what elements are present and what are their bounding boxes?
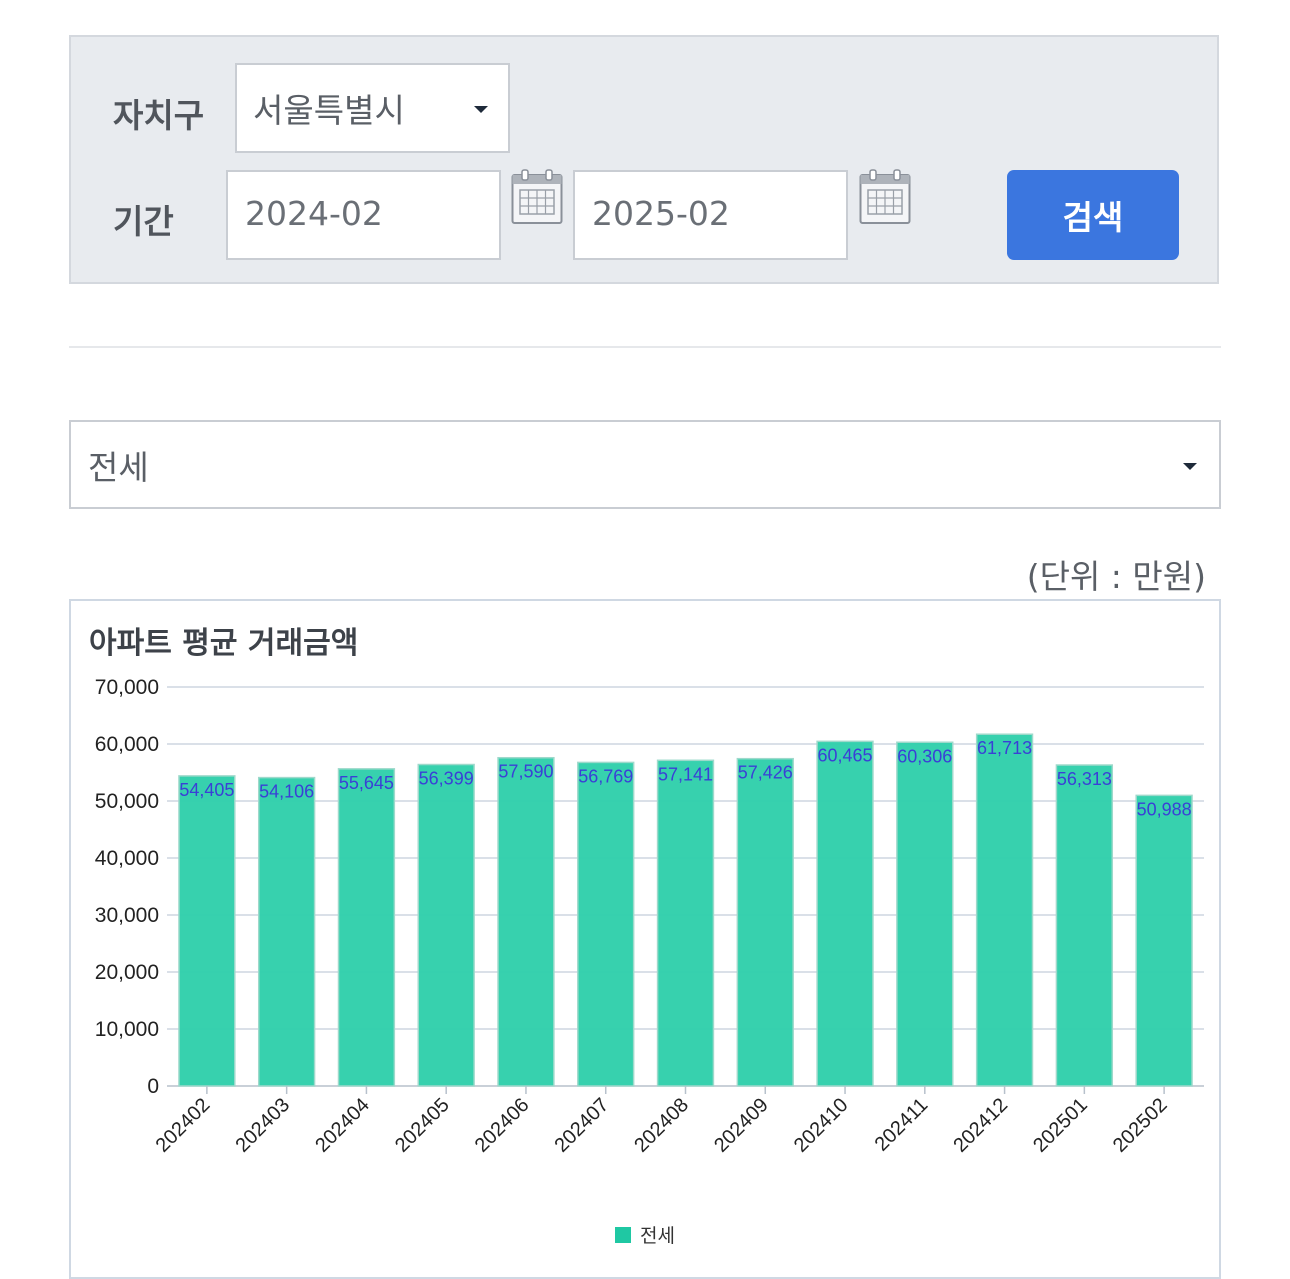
legend-label: 전세 [640, 1225, 675, 1247]
bar-chart: 0 10,000 20,000 30,000 40,000 50,000 60,000 70,… [95, 676, 1204, 1157]
section-divider [69, 346, 1221, 348]
start-date-input[interactable]: 2024-02 [226, 170, 501, 260]
data-label: 57,590 [498, 762, 553, 782]
x-tick-label: 202412 [949, 1094, 1012, 1157]
bar [896, 741, 954, 1087]
data-label: 54,106 [259, 782, 314, 802]
bar [736, 757, 794, 1087]
data-label: 56,399 [419, 769, 474, 789]
bar [656, 759, 715, 1087]
bar [975, 733, 1034, 1087]
end-date-input[interactable]: 2025-02 [573, 170, 848, 260]
y-tick-label: 30,000 [95, 904, 159, 927]
x-tick-label: 202406 [471, 1094, 534, 1157]
data-label: 56,313 [1057, 769, 1112, 789]
data-label: 60,306 [897, 746, 952, 766]
filter-panel: 자치구 서울특별시 기간 2024-02 2025-02 [69, 35, 1219, 284]
chart-panel: 아파트 평균 거래금액 0 10,000 20,000 30,000 40,000 50,… [69, 599, 1221, 1279]
bar [497, 756, 555, 1087]
bar [1055, 764, 1114, 1087]
x-tick-label: 202411 [871, 1094, 933, 1156]
legend-swatch [615, 1226, 632, 1243]
bar [577, 761, 635, 1087]
chart-title: 아파트 평균 거래금액 [89, 626, 359, 661]
y-tick-label: 10,000 [95, 1018, 159, 1041]
x-tick-label: 202402 [152, 1094, 215, 1157]
data-label: 55,645 [339, 773, 394, 793]
data-label: 60,465 [818, 745, 873, 765]
bar [257, 776, 316, 1087]
bar [417, 763, 475, 1087]
x-tick-label: 202502 [1109, 1094, 1172, 1157]
data-label: 54,405 [179, 780, 234, 800]
unit-label: (단위 : 만원) [1026, 557, 1206, 596]
bar [337, 768, 396, 1087]
y-tick-label: 60,000 [95, 733, 159, 756]
data-label: 50,988 [1137, 799, 1192, 819]
data-label: 61,713 [977, 738, 1032, 758]
x-tick-label: 202404 [311, 1094, 374, 1157]
data-label: 56,769 [578, 766, 633, 786]
y-tick-label: 70,000 [95, 676, 159, 699]
x-tick-label: 202407 [551, 1094, 614, 1157]
chevron-down-icon [1183, 463, 1197, 470]
x-tick-label: 202409 [710, 1094, 773, 1157]
calendar-icon[interactable] [859, 169, 911, 225]
x-tick-label: 202410 [790, 1094, 853, 1157]
calendar-icon[interactable] [511, 169, 563, 225]
district-select[interactable]: 서울특별시 [235, 63, 510, 153]
y-tick-label: 0 [147, 1075, 159, 1098]
period-label: 기간 [113, 202, 174, 241]
x-tick-label: 202403 [231, 1094, 294, 1157]
y-tick-label: 20,000 [95, 961, 159, 984]
deal-type-select-value: 전세 [88, 447, 149, 487]
y-tick-label: 40,000 [95, 847, 159, 870]
deal-type-select[interactable]: 전세 [69, 420, 1221, 509]
x-tick-label: 202408 [630, 1094, 693, 1157]
chart-legend[interactable]: 전세 [71, 1221, 1219, 1248]
x-tick-label: 202501 [1029, 1094, 1092, 1157]
data-label: 57,426 [738, 763, 793, 783]
y-tick-label: 50,000 [95, 790, 159, 813]
bar [1135, 794, 1193, 1087]
bar [816, 740, 874, 1087]
data-label: 57,141 [658, 764, 713, 784]
search-button[interactable]: 검색 [1007, 170, 1179, 260]
x-tick-label: 202405 [391, 1094, 454, 1157]
bar [178, 775, 236, 1087]
chevron-down-icon [474, 106, 488, 113]
district-select-value: 서울특별시 [253, 91, 405, 130]
district-label: 자치구 [113, 96, 205, 135]
